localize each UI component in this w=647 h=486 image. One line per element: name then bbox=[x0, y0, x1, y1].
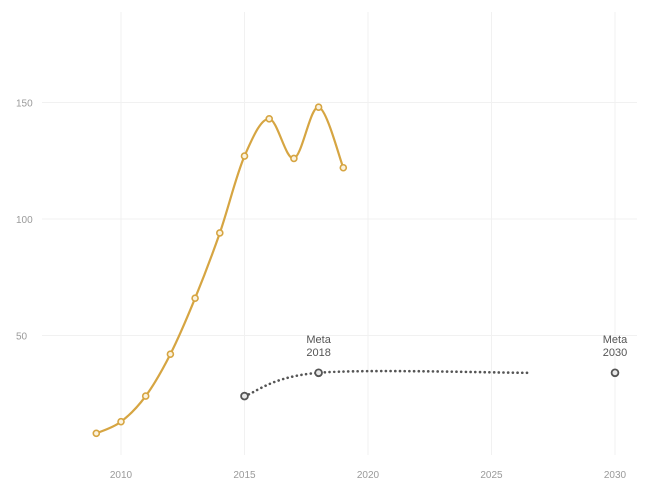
chart-grid bbox=[42, 12, 637, 455]
annotation-label: Meta bbox=[603, 334, 628, 346]
chart-series bbox=[92, 103, 620, 438]
annotation-label: Meta bbox=[306, 334, 331, 346]
data-point bbox=[339, 163, 348, 172]
x-tick-label: 2010 bbox=[110, 470, 133, 481]
data-point bbox=[166, 350, 175, 358]
data-point bbox=[216, 229, 224, 237]
data-point bbox=[141, 392, 150, 400]
data-point bbox=[92, 429, 101, 438]
target-point bbox=[240, 391, 249, 401]
y-tick-label: 100 bbox=[16, 215, 33, 226]
target-point bbox=[314, 368, 323, 378]
data-point bbox=[191, 294, 199, 303]
y-tick-label: 150 bbox=[16, 99, 33, 110]
data-point bbox=[240, 152, 249, 160]
series-line bbox=[95, 106, 345, 435]
data-point bbox=[265, 115, 274, 123]
annotation-year: 2018 bbox=[306, 347, 330, 359]
target-point bbox=[610, 368, 620, 378]
x-tick-label: 2030 bbox=[604, 470, 627, 481]
axis-ticks: 2010 2015 2020 2025 2030 50 100 150 bbox=[16, 99, 627, 482]
annotation-year: 2030 bbox=[603, 347, 627, 359]
x-tick-label: 2015 bbox=[233, 470, 256, 481]
data-point bbox=[314, 103, 323, 111]
target-dotted-line bbox=[243, 369, 530, 398]
data-point bbox=[290, 154, 298, 163]
data-point bbox=[117, 417, 125, 426]
x-tick-label: 2020 bbox=[357, 470, 380, 481]
y-tick-label: 50 bbox=[16, 332, 28, 343]
x-tick-label: 2025 bbox=[480, 470, 503, 481]
